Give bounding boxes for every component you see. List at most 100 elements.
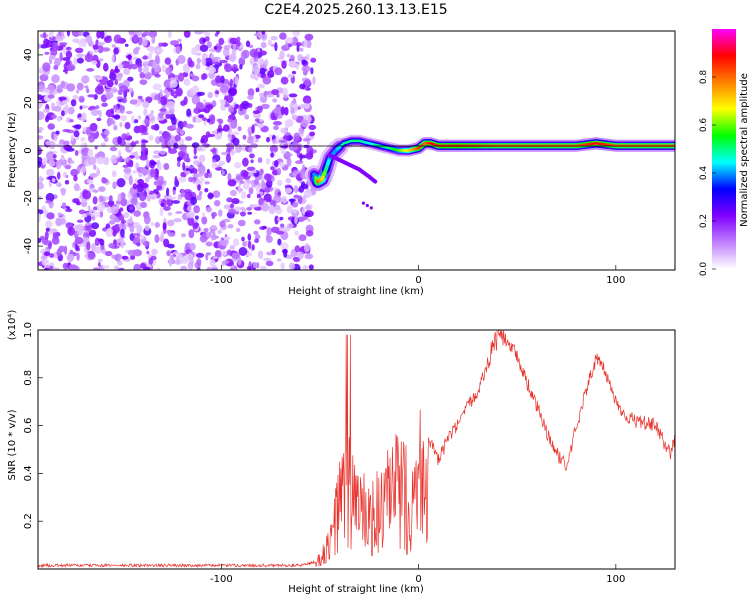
noise-speckle xyxy=(277,238,282,246)
spectrogram-x-ticks: -100 0 100 xyxy=(210,265,625,286)
noise-speckle xyxy=(66,83,76,92)
noise-speckle xyxy=(260,42,267,49)
noise-speckle xyxy=(198,114,205,119)
noise-speckle xyxy=(171,116,177,126)
noise-speckle xyxy=(288,93,298,98)
noise-speckle xyxy=(219,84,229,94)
noise-speckle xyxy=(247,88,255,97)
noise-speckle xyxy=(282,135,290,141)
noise-speckle xyxy=(201,216,208,225)
noise-speckle xyxy=(196,146,203,152)
noise-speckle xyxy=(108,242,116,249)
noise-speckle xyxy=(306,39,312,49)
noise-speckle xyxy=(74,150,79,156)
noise-speckle xyxy=(38,135,44,140)
noise-speckle xyxy=(113,104,119,110)
noise-speckle xyxy=(238,247,248,256)
noise-speckle xyxy=(72,94,79,100)
noise-speckle xyxy=(142,31,150,36)
noise-speckle xyxy=(163,180,167,186)
noise-speckle xyxy=(297,195,303,204)
noise-speckle xyxy=(194,215,199,220)
noise-speckle xyxy=(247,95,254,100)
noise-speckle xyxy=(154,234,160,244)
noise-speckle xyxy=(303,189,312,198)
noise-speckle xyxy=(78,117,85,121)
noise-speckle xyxy=(271,89,279,96)
noise-speckle xyxy=(247,211,253,215)
noise-speckle xyxy=(52,229,58,233)
noise-speckle xyxy=(92,211,101,218)
colorbar: 0.0 0.2 0.4 0.6 0.8 Normalized spectral ampl… xyxy=(699,29,750,276)
noise-speckle xyxy=(258,67,266,75)
noise-speckle xyxy=(169,79,178,88)
noise-speckle xyxy=(201,169,206,175)
noise-speckle xyxy=(76,223,84,232)
noise-speckle xyxy=(244,114,250,120)
noise-speckle xyxy=(283,153,293,157)
noise-speckle xyxy=(180,100,186,106)
noise-speckle xyxy=(77,31,84,37)
noise-speckle xyxy=(274,42,278,52)
noise-speckle xyxy=(151,67,155,76)
noise-speckle xyxy=(38,182,44,190)
y-tick-label: 0.2 xyxy=(23,513,34,529)
noise-speckle xyxy=(94,85,104,95)
noise-speckle xyxy=(73,174,78,182)
noise-speckle xyxy=(57,212,63,216)
noise-speckle xyxy=(242,157,249,167)
noise-speckle xyxy=(252,170,257,174)
noise-speckle xyxy=(86,179,94,184)
noise-speckle xyxy=(118,267,125,270)
noise-speckle xyxy=(212,147,217,155)
noise-speckle xyxy=(133,263,141,270)
noise-speckle xyxy=(280,106,286,116)
noise-speckle xyxy=(207,91,213,99)
noise-speckle xyxy=(262,76,272,85)
noise-speckle xyxy=(280,127,288,134)
noise-speckle xyxy=(98,186,106,192)
noise-speckle xyxy=(67,106,75,115)
noise-speckle xyxy=(112,230,117,237)
noise-speckle xyxy=(196,194,202,201)
noise-speckle xyxy=(304,243,310,253)
noise-speckle xyxy=(245,252,253,257)
secondary-branch-segment xyxy=(357,167,372,179)
noise-speckle xyxy=(227,249,232,255)
noise-speckle xyxy=(176,156,182,163)
noise-speckle xyxy=(69,249,74,254)
noise-speckle xyxy=(270,43,276,48)
noise-speckle xyxy=(101,102,108,108)
noise-speckle xyxy=(115,200,124,205)
noise-speckle xyxy=(128,175,133,186)
noise-speckle xyxy=(305,210,314,218)
noise-speckle xyxy=(281,195,288,204)
noise-speckle xyxy=(174,176,178,184)
noise-speckle xyxy=(41,157,48,166)
noise-speckle xyxy=(240,180,245,184)
noise-speckle xyxy=(283,94,288,99)
noise-speckle xyxy=(215,75,222,84)
noise-speckle xyxy=(175,45,181,54)
noise-speckle xyxy=(78,95,85,103)
noise-speckle xyxy=(214,250,222,258)
noise-speckle xyxy=(294,230,300,236)
noise-speckle xyxy=(227,179,237,187)
noise-speckle xyxy=(197,184,201,191)
noise-speckle xyxy=(188,229,195,239)
noise-speckle xyxy=(75,201,81,206)
colorbar-tick-label: 0.4 xyxy=(699,166,709,181)
noise-speckle xyxy=(305,204,310,212)
noise-speckle xyxy=(60,156,65,161)
noise-speckle xyxy=(276,93,280,98)
noise-speckle xyxy=(177,38,182,43)
noise-speckle xyxy=(167,196,177,200)
noise-speckle xyxy=(198,154,206,163)
noise-speckle xyxy=(309,131,316,137)
noise-speckle xyxy=(253,206,263,211)
noise-speckle xyxy=(127,54,132,61)
noise-speckle xyxy=(248,146,253,153)
noise-speckle xyxy=(127,161,134,168)
noise-speckle xyxy=(89,105,96,110)
noise-speckle xyxy=(52,154,57,159)
